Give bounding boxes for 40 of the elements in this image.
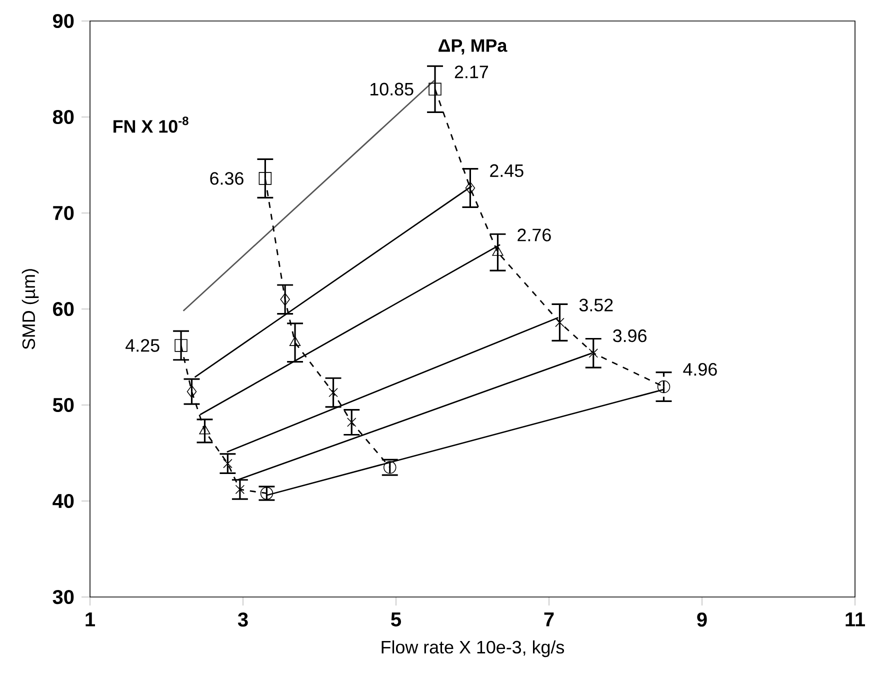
x-axis-title: Flow rate X 10e-3, kg/s xyxy=(382,640,564,658)
y-tick-label: 50 xyxy=(52,398,74,412)
series-label: 2.17 xyxy=(454,66,488,78)
point xyxy=(555,318,564,328)
x-tick-label: 9 xyxy=(697,612,707,627)
point xyxy=(347,418,356,427)
point xyxy=(428,82,442,96)
x-tick-label: 3 xyxy=(238,612,248,627)
x-tick-label: 1 xyxy=(86,612,95,626)
point xyxy=(465,182,476,194)
point xyxy=(657,380,670,394)
series-label: 2.45 xyxy=(490,164,524,178)
annotation: 6.36 xyxy=(210,172,244,185)
y-tick-label: 70 xyxy=(53,206,74,220)
x-tick-label: 7 xyxy=(544,612,554,626)
point xyxy=(280,293,290,306)
series-label: 2.76 xyxy=(518,228,551,242)
point xyxy=(328,388,338,398)
y-axis-title: SMD (µm) xyxy=(22,269,39,350)
x-tick-label: 5 xyxy=(391,612,401,626)
y-tick-label: 60 xyxy=(53,302,74,316)
series-label: 3.96 xyxy=(613,329,646,342)
annotation: 10.85 xyxy=(370,82,414,96)
point xyxy=(588,348,598,358)
point xyxy=(186,385,197,398)
y-tick-label: 80 xyxy=(52,110,74,124)
point xyxy=(174,339,188,352)
point xyxy=(235,484,245,494)
annotation: FN X 10$^{-8}$ xyxy=(114,116,188,133)
series-label: 3.52 xyxy=(579,298,613,312)
point xyxy=(199,424,210,434)
y-tick-label: 30 xyxy=(52,590,74,604)
annotation: ΔP, MPa xyxy=(438,39,508,54)
annotation: 4.25 xyxy=(126,339,160,352)
point xyxy=(223,458,232,468)
y-tick-label: 90 xyxy=(52,14,74,28)
series-label: 4.96 xyxy=(683,363,717,376)
point xyxy=(258,172,272,185)
x-tick-label: 11 xyxy=(846,612,865,626)
y-tick-label: 40 xyxy=(52,494,74,508)
